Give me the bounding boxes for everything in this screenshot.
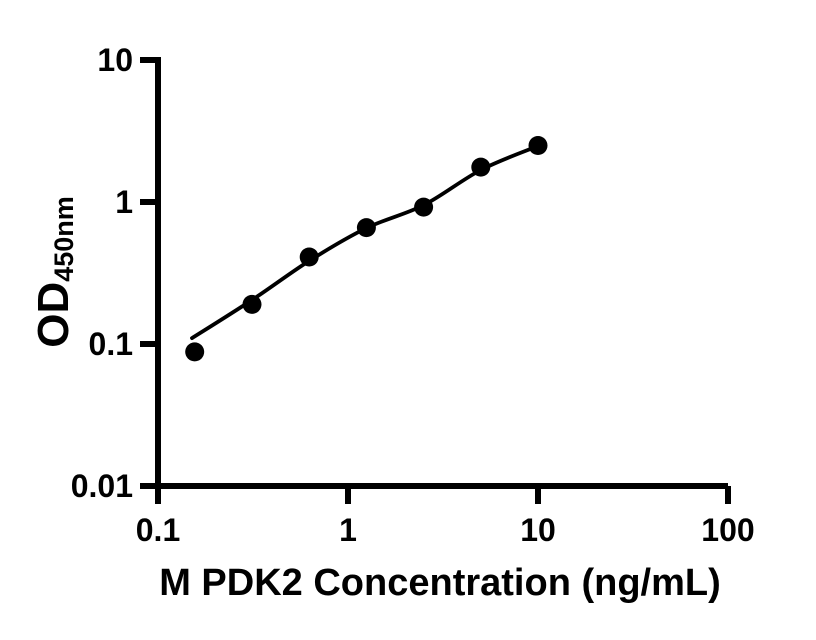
y-axis-title-subscript: 450nm (49, 196, 79, 282)
data-point (185, 342, 205, 362)
x-tick-label: 10 (520, 512, 556, 548)
x-axis: 0.1 1 10 100 (136, 483, 755, 548)
data-point (471, 157, 491, 177)
x-axis-title: M PDK2 Concentration (ng/mL) (159, 562, 721, 604)
y-axis-title-main: OD (29, 282, 78, 348)
y-tick-label: 0.01 (71, 468, 133, 504)
y-tick-label: 10 (97, 42, 133, 78)
y-axis-ticks: 10 1 0.1 0.01 (71, 42, 158, 504)
x-tick-label: 1 (339, 512, 357, 548)
data-point (242, 294, 262, 314)
y-tick-label: 1 (115, 184, 133, 220)
x-tick-label: 100 (701, 512, 754, 548)
data-point (356, 218, 376, 238)
y-axis-title: OD450nm (29, 196, 79, 348)
x-axis-ticks: 0.1 1 10 100 (136, 486, 755, 548)
y-tick-label: 0.1 (89, 326, 133, 362)
data-points (185, 136, 548, 362)
y-axis: 10 1 0.1 0.01 (71, 42, 161, 504)
x-tick-label: 0.1 (136, 512, 180, 548)
data-point (528, 136, 548, 155)
data-point (299, 247, 319, 267)
data-point (414, 197, 434, 217)
